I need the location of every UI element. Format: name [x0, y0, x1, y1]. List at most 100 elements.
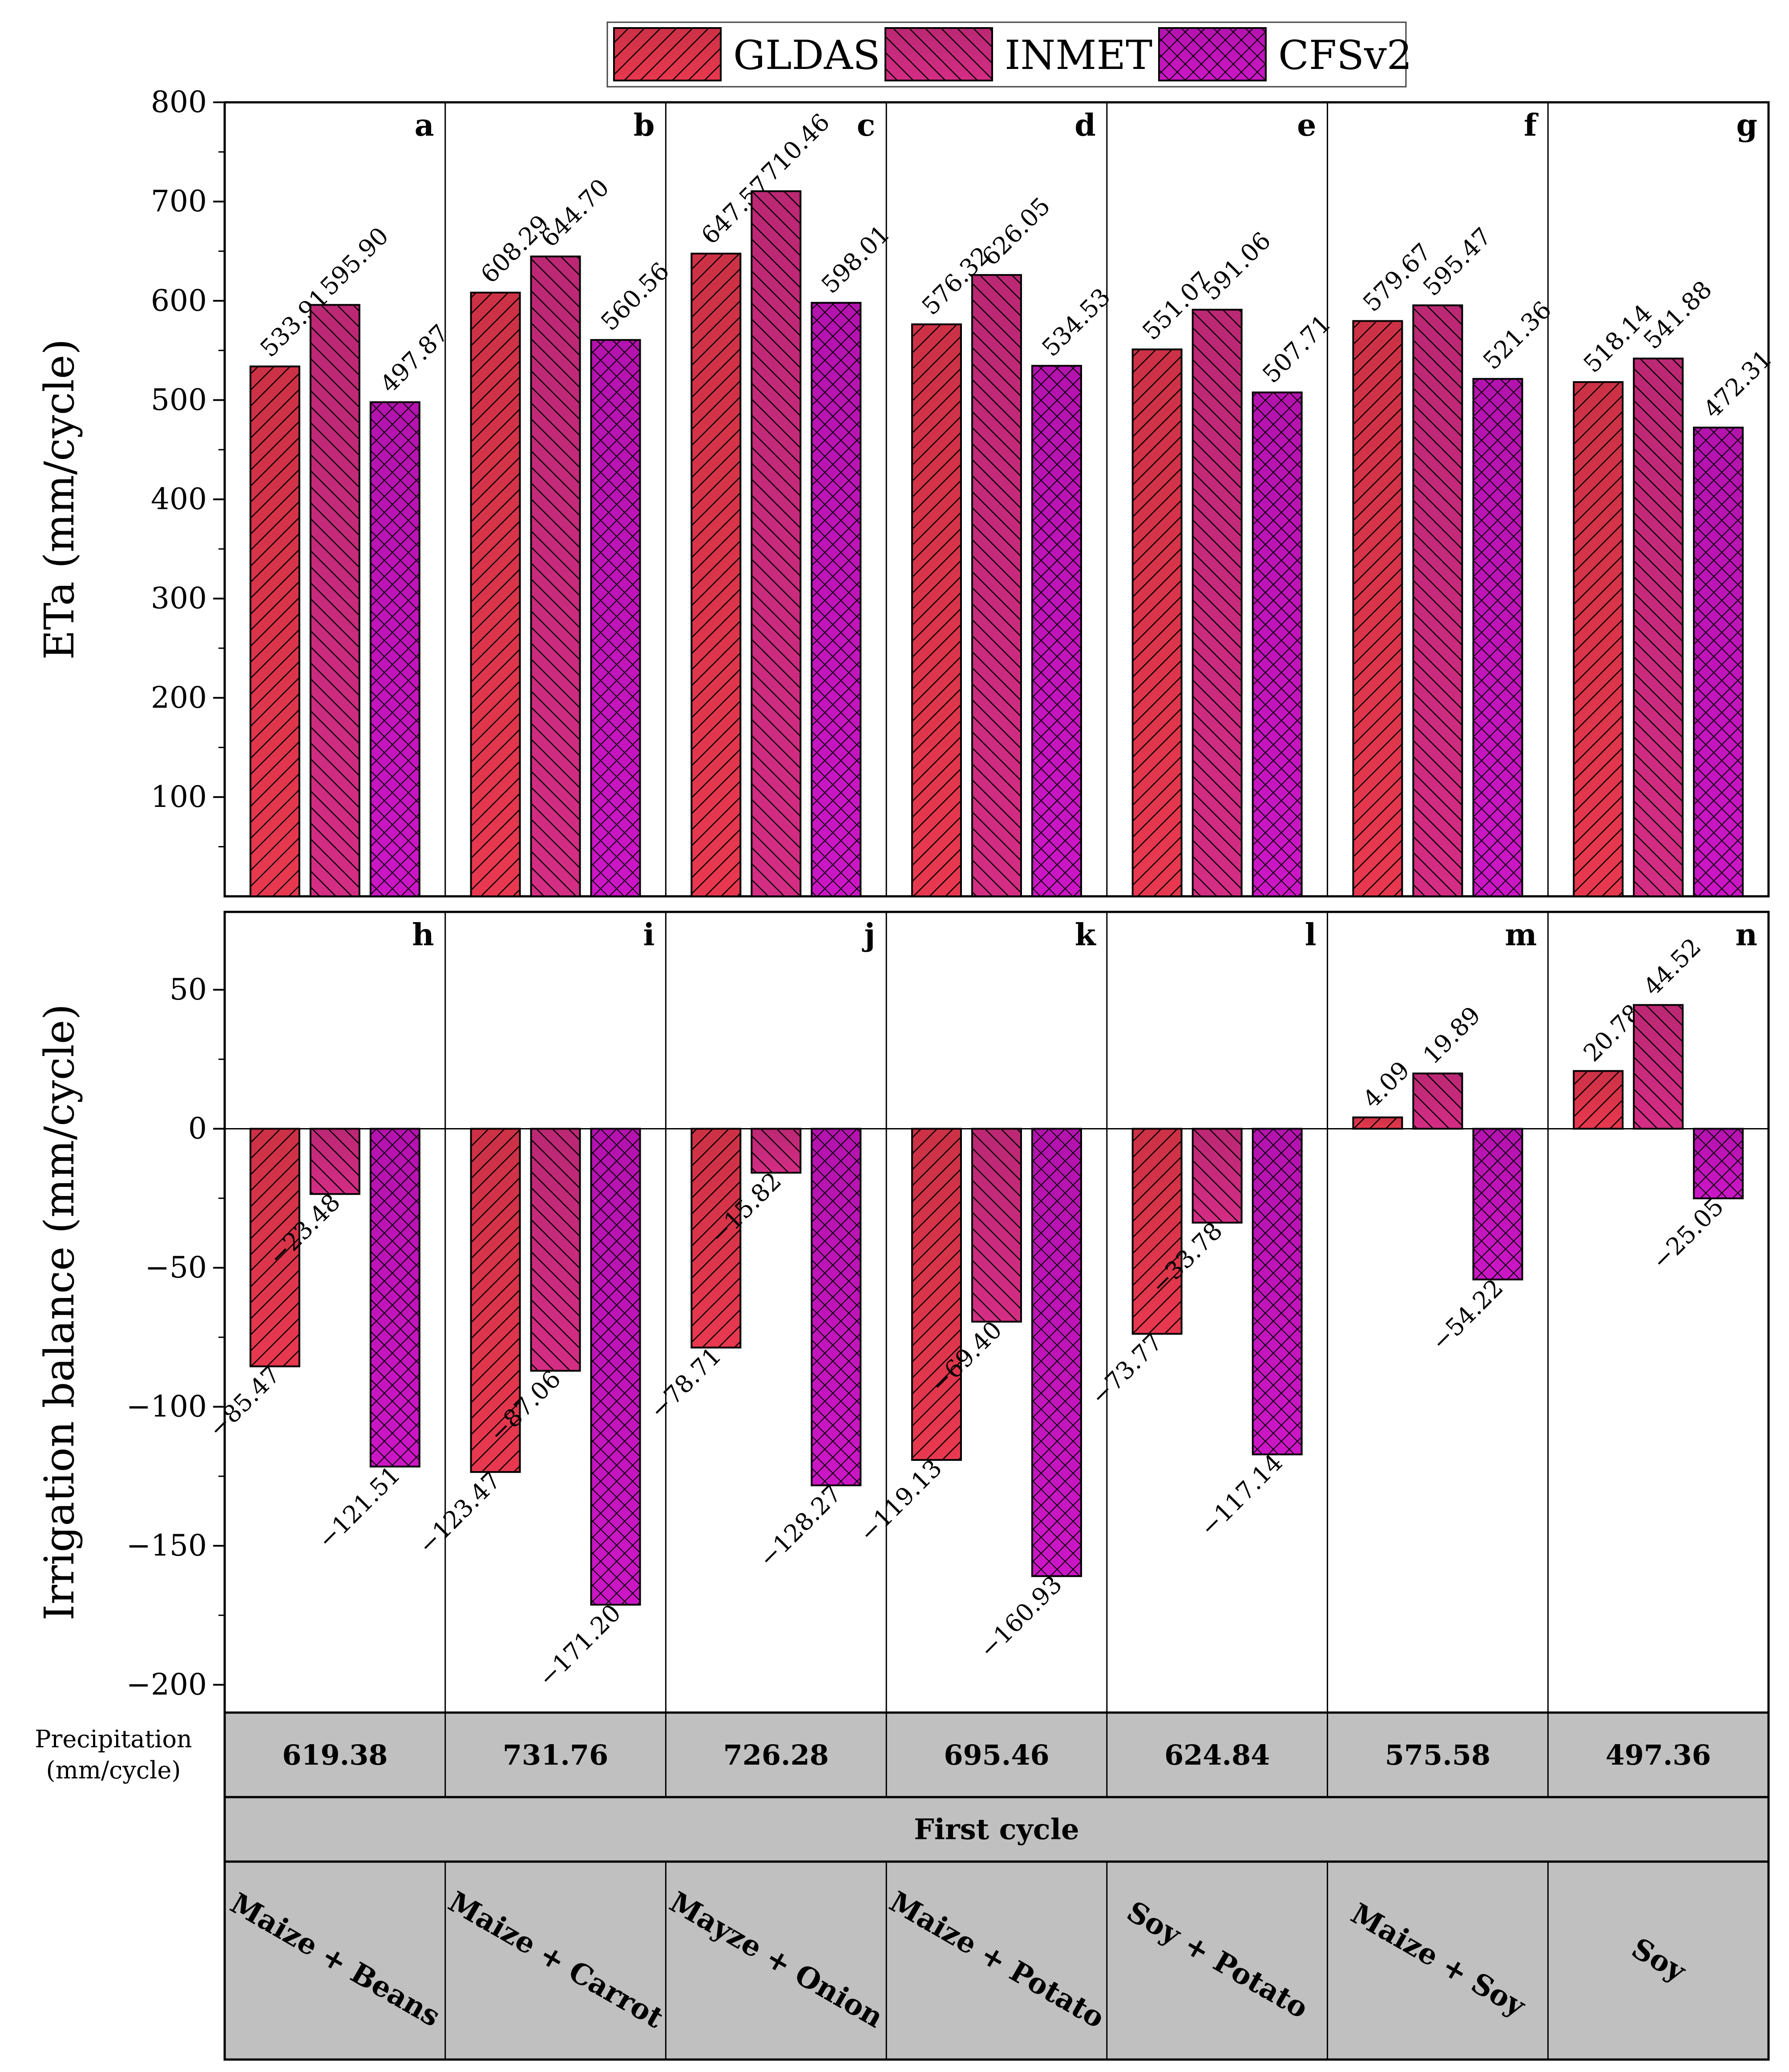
legend-swatch-inmet — [884, 27, 993, 81]
eta-bar-inmet — [1633, 357, 1684, 897]
eta-data-label: 710.46 — [756, 108, 835, 187]
eta-bar-inmet — [530, 255, 581, 897]
eta-bar-gldas — [470, 291, 521, 897]
panel-letter-k: k — [1075, 917, 1097, 953]
panel-letter-m: m — [1505, 917, 1537, 953]
balance-bar-gldas — [1352, 1116, 1403, 1130]
eta-data-label: 534.53 — [1037, 282, 1116, 362]
balance-ytick-label: 0 — [188, 1112, 207, 1146]
eta-bar-inmet — [971, 274, 1022, 897]
precipitation-row — [223, 1711, 1770, 1798]
precipitation-value: 619.38 — [282, 1739, 388, 1771]
eta-bar-gldas — [1131, 348, 1183, 897]
eta-data-label: 644.70 — [535, 173, 614, 253]
eta-bar-gldas — [1352, 320, 1403, 897]
eta-ytick-label: 400 — [151, 482, 207, 516]
balance-data-label: −85.47 — [203, 1360, 286, 1443]
balance-data-label: −25.05 — [1646, 1193, 1729, 1275]
eta-data-label: 472.31 — [1698, 344, 1777, 423]
eta-ytick-label: 500 — [151, 383, 207, 417]
balance-ytick-label: 50 — [170, 972, 207, 1007]
precipitation-value: 695.46 — [944, 1739, 1049, 1771]
balance-bar-gldas — [911, 1128, 962, 1461]
eta-data-label: 598.01 — [816, 220, 895, 299]
precipitation-value: 575.58 — [1385, 1739, 1490, 1771]
eta-data-label: 591.06 — [1197, 226, 1276, 306]
panel-letter-a: a — [415, 108, 434, 143]
panel-letter-d: d — [1074, 108, 1096, 143]
balance-data-label: 4.09 — [1357, 1056, 1415, 1114]
balance-ylabel: Irrigation balance (mm/cycle) — [36, 1004, 83, 1621]
eta-bar-gldas — [249, 365, 300, 898]
balance-ytick-label: −100 — [126, 1390, 207, 1424]
eta-bar-cfsv2 — [369, 401, 420, 897]
balance-data-label: −117.14 — [1195, 1448, 1288, 1542]
panel-letter-j: j — [862, 917, 876, 953]
eta-bar-gldas — [1573, 381, 1624, 897]
eta-bar-gldas — [691, 253, 742, 897]
cycle-label: First cycle — [914, 1813, 1079, 1846]
balance-bar-cfsv2 — [1693, 1128, 1744, 1200]
balance-bar-inmet — [1191, 1128, 1243, 1224]
category-table: Precipitation (mm/cycle) First cycle 619.38… — [35, 1711, 1770, 2061]
balance-bar-gldas — [1573, 1070, 1624, 1130]
eta-bar-cfsv2 — [1031, 365, 1082, 897]
irrigation-balance-panel: 50 0 −50 −100 −150 −200 Irrigation balance (mm… — [36, 911, 1770, 1714]
balance-ytick-label: −150 — [126, 1528, 207, 1563]
balance-bar-inmet — [1412, 1072, 1463, 1130]
eta-ytick-label: 100 — [151, 780, 207, 814]
legend-swatch-cfsv2 — [1158, 27, 1267, 81]
balance-data-label: −73.77 — [1085, 1328, 1168, 1411]
precipitation-value: 731.76 — [503, 1739, 608, 1771]
balance-bar-gldas — [691, 1128, 742, 1349]
eta-data-label: 497.87 — [375, 319, 454, 398]
balance-bar-gldas — [470, 1128, 521, 1473]
balance-bar-cfsv2 — [1252, 1128, 1303, 1455]
balance-data-label: 44.52 — [1638, 933, 1707, 1001]
eta-bar-cfsv2 — [811, 302, 862, 897]
balance-bar-inmet — [309, 1128, 360, 1195]
eta-ytick-label: 800 — [151, 85, 207, 119]
precipitation-value: 624.84 — [1164, 1739, 1270, 1771]
balance-data-label: −128.27 — [753, 1479, 847, 1573]
eta-data-label: 507.71 — [1257, 309, 1336, 388]
legend-label-gldas: GLDAS — [733, 32, 880, 79]
eta-data-label: 626.05 — [977, 192, 1056, 271]
eta-ylabel: ETa (mm/cycle) — [36, 339, 83, 660]
eta-panel: 100 200 300 400 500 600 700 800 ETa (mm/cycle) a 5… — [36, 85, 1777, 898]
balance-bar-inmet — [530, 1128, 581, 1372]
eta-bar-inmet — [1191, 309, 1243, 897]
balance-bar-gldas — [249, 1128, 300, 1367]
balance-data-label: −54.22 — [1426, 1274, 1509, 1356]
panel-letter-c: c — [857, 108, 875, 143]
panel-letter-g: g — [1736, 108, 1757, 143]
eta-bar-inmet — [309, 304, 360, 898]
panel-letter-h: h — [412, 917, 434, 953]
balance-bar-cfsv2 — [1031, 1128, 1082, 1577]
balance-bar-gldas — [1131, 1128, 1183, 1335]
panel-letter-i: i — [643, 917, 655, 953]
balance-ytick-label: −50 — [145, 1250, 207, 1285]
crop-row — [223, 1860, 1770, 2061]
balance-bar-cfsv2 — [590, 1128, 641, 1606]
precipitation-unit: (mm/cycle) — [46, 1756, 181, 1784]
panel-letter-b: b — [634, 108, 655, 143]
panel-letter-f: f — [1524, 108, 1539, 143]
balance-data-label: −160.93 — [974, 1570, 1067, 1664]
panel-letter-n: n — [1736, 917, 1757, 953]
legend-swatch-gldas — [613, 27, 722, 81]
eta-data-label: 521.36 — [1478, 296, 1557, 375]
balance-bar-inmet — [971, 1128, 1022, 1323]
legend: GLDAS INMET CFSv2 — [606, 21, 1412, 88]
eta-data-label: 595.90 — [315, 222, 394, 301]
eta-ytick-label: 700 — [151, 184, 207, 218]
eta-bar-inmet — [751, 190, 802, 897]
eta-bar-cfsv2 — [590, 339, 641, 897]
eta-data-label: 560.56 — [595, 257, 674, 336]
balance-data-label: −78.71 — [644, 1342, 727, 1424]
balance-data-label: −123.47 — [413, 1466, 506, 1560]
precipitation-value: 497.36 — [1605, 1739, 1711, 1771]
balance-ytick-label: −200 — [126, 1668, 207, 1702]
balance-bar-inmet — [1633, 1004, 1684, 1130]
